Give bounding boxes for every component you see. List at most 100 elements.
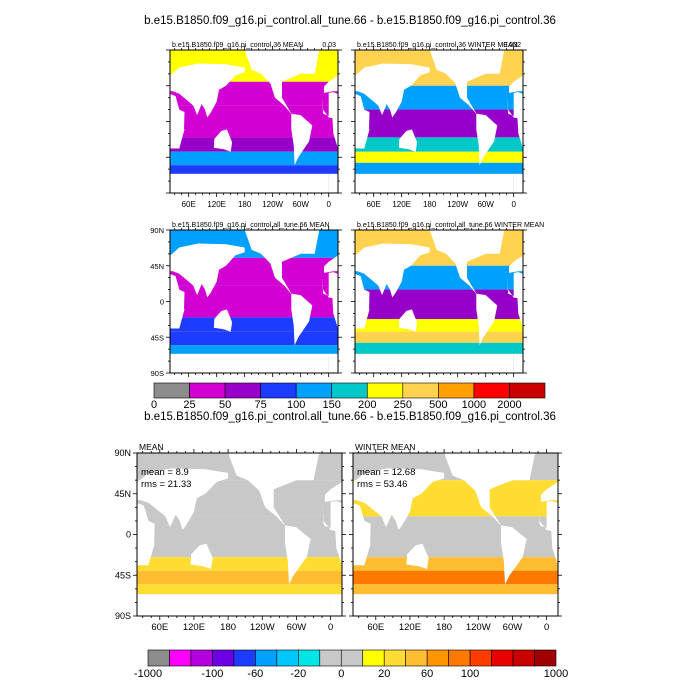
colorbar-swatch <box>319 649 342 667</box>
land-mass <box>244 230 320 296</box>
stat-mean: mean = 8.9 <box>141 467 189 478</box>
land-mass <box>398 309 418 332</box>
land-mass <box>506 273 523 329</box>
colorbar-swatch <box>212 649 235 667</box>
land-mass <box>46 129 64 151</box>
land-mass <box>675 94 700 149</box>
land-mass <box>328 173 338 193</box>
land-mass <box>0 174 161 193</box>
land-mass <box>123 294 144 346</box>
data-band <box>355 289 523 319</box>
tick-marks <box>166 226 342 377</box>
land-mass <box>0 92 16 148</box>
land-layer <box>23 453 342 616</box>
data-band <box>355 331 523 343</box>
y-tick-label: 45N <box>114 489 131 499</box>
land-mass <box>330 501 342 566</box>
colorbar-label: -60 <box>247 668 263 680</box>
map-panel-3: b.e15.B1850.f09_g16.pi_control.all_tune.… <box>0 222 342 378</box>
panel-title: b.e15.B1850.f09_g16.pi_control.all_tune.… <box>357 222 544 229</box>
land-mass <box>644 294 665 346</box>
land-mass <box>513 272 523 329</box>
bottom-title: b.e15.B1850.f09_g16.pi_control.all_tune.… <box>144 411 556 423</box>
panel-title: b.e15.B1850.f09_g16.pi_control.36 MEAN <box>172 42 303 49</box>
colorbar-label: 0 <box>151 399 157 411</box>
tick-marks <box>133 449 346 620</box>
colorbar-swatch <box>298 649 321 667</box>
x-tick-label: 60W <box>477 200 494 209</box>
colorbar-absolute: 0 25 50 75 100 150 200 250 500 1000 2000 <box>151 382 546 411</box>
x-tick-label: 120W <box>262 200 283 209</box>
colorbar-swatch <box>276 649 299 667</box>
land-mass <box>291 293 313 346</box>
x-tick-label: 180 <box>436 622 452 633</box>
land-mass <box>46 309 64 331</box>
land-layer <box>0 50 338 193</box>
colorbar-swatch <box>383 649 406 667</box>
land-mass <box>77 230 152 295</box>
land-mass <box>322 502 342 566</box>
land-mass <box>353 594 547 616</box>
colorbar-swatch <box>512 649 535 667</box>
land-mass <box>170 243 245 298</box>
panel-title: MEAN <box>139 442 164 452</box>
map-panel-1: b.e15.B1850.f09_g16.pi_control.36 MEAN 0.… <box>0 42 342 209</box>
land-mass <box>213 129 233 152</box>
data-band <box>170 137 338 152</box>
land-mass <box>513 353 523 373</box>
colorbar-label: -20 <box>290 668 306 680</box>
data-band <box>170 331 338 346</box>
land-mass <box>540 482 558 502</box>
stat-rms: rms = 21.33 <box>141 479 191 490</box>
colorbar-label: 50 <box>219 399 231 411</box>
land-mass <box>123 114 144 166</box>
colorbar-label: -100 <box>201 668 223 680</box>
land-mass <box>321 273 338 329</box>
land-mass <box>137 468 229 530</box>
colorbar-label: 20 <box>378 668 390 680</box>
land-mass <box>675 274 700 329</box>
land-mass <box>228 453 320 528</box>
colorbar-swatch <box>190 649 213 667</box>
tick-marks <box>166 46 342 197</box>
data-band <box>170 165 338 174</box>
colorbar-swatch <box>331 382 368 399</box>
colorbar-difference: -1000 -100 -60 -20 0 20 60 100 1000 <box>134 649 568 680</box>
y-tick-label: 0 <box>160 298 164 307</box>
x-tick-label: 120E <box>183 622 205 633</box>
colorbar-swatch <box>362 649 385 667</box>
colorbar-swatch <box>426 649 449 667</box>
land-mass <box>355 63 430 118</box>
land-mass <box>137 594 331 616</box>
colorbar-swatch <box>295 382 333 399</box>
data-band <box>170 151 338 166</box>
land-mass <box>355 243 430 298</box>
data-band <box>137 557 342 571</box>
colorbar-label: -1000 <box>134 668 162 680</box>
colorbar-label: 150 <box>323 399 341 411</box>
land-mass <box>0 272 16 328</box>
colorbar-swatch <box>366 382 404 399</box>
colorbar-swatch <box>255 649 278 667</box>
x-tick-label: 60W <box>292 200 309 209</box>
corner-label: 0.03 <box>322 42 336 49</box>
data-band <box>355 342 523 354</box>
data-band <box>170 285 338 318</box>
x-tick-label: 180 <box>238 200 252 209</box>
map-panel-2: b.e15.B1850.f09_g16.pi_control.36 WINTER… <box>351 42 700 209</box>
colorbar-swatch <box>260 382 297 399</box>
stat-rms: rms = 53.46 <box>357 479 407 490</box>
y-tick-label: 90N <box>114 448 131 458</box>
land-mass <box>328 272 338 329</box>
land-mass <box>546 594 558 616</box>
y-tick-label: 90N <box>150 226 164 235</box>
data-band <box>355 109 523 138</box>
x-tick-label: 60E <box>367 622 384 633</box>
colorbar-swatch <box>509 382 546 399</box>
colorbar-swatch <box>438 382 475 399</box>
land-mass <box>644 114 665 166</box>
land-mass <box>23 453 114 527</box>
x-tick-label: 60E <box>182 200 196 209</box>
y-tick-label: 45N <box>150 262 164 271</box>
colorbar-label: 100 <box>287 399 305 411</box>
